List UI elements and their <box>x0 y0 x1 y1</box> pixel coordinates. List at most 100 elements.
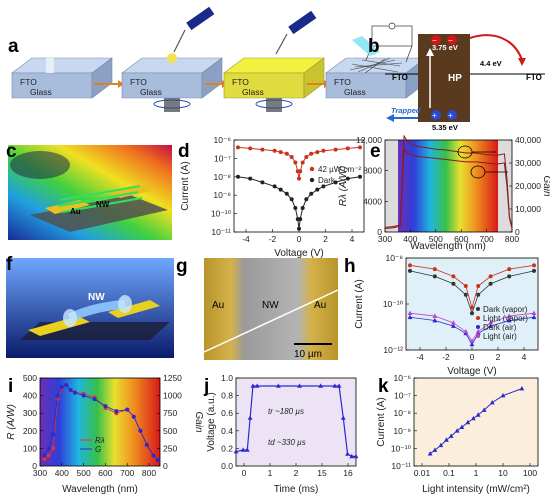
ylabel-d: Current (A) <box>180 161 191 210</box>
j-point <box>345 451 350 456</box>
i-point-1 <box>72 390 77 395</box>
h-point-3 <box>506 313 512 318</box>
i-point-1 <box>103 404 108 409</box>
h-ytick-label: 10⁻⁸ <box>385 253 403 263</box>
plot-area-j <box>235 377 357 467</box>
h-point-0 <box>532 268 536 273</box>
i-point-1 <box>138 428 143 433</box>
d-point-1 <box>297 226 301 231</box>
k-point <box>475 412 481 417</box>
i-point-1 <box>68 387 73 392</box>
panel-g: g Au NW Au 10 µm <box>176 256 339 360</box>
plot-area-k <box>413 377 539 467</box>
h-ytick-label: 10⁻¹² <box>383 345 403 355</box>
xlabel-i: Wavelength (nm) <box>62 484 138 495</box>
i-xtick-label: 400 <box>55 468 69 478</box>
e-ytick-label: 10,000 <box>515 204 541 214</box>
h-point-0 <box>476 292 481 297</box>
d-point-1 <box>260 180 265 185</box>
fto-label-1: FTO <box>20 77 37 87</box>
panel-k: k 0.01 0.1 1 10 100 10⁻⁶ 10⁻⁷ 10⁻⁸ 10⁻⁹ 10⁻¹⁰ 10⁻¹… <box>376 373 539 495</box>
nw-label-c: NW <box>96 200 110 209</box>
j-point <box>332 383 338 388</box>
hp-label: HP <box>448 73 462 84</box>
d-xtick-label: -4 <box>242 234 250 244</box>
e-xtick-label: 400 <box>403 234 417 244</box>
i-xtick-label: 800 <box>142 468 156 478</box>
h-point-2 <box>506 317 512 323</box>
i-xtick-label: 700 <box>120 468 134 478</box>
fto-label-2: FTO <box>130 77 147 87</box>
h-point-1 <box>507 267 512 272</box>
panel-label-g: g <box>176 256 188 277</box>
chart-k-marks: 0.01 0.1 1 10 100 10⁻⁶ 10⁻⁷ 10⁻⁸ 10⁻⁹ 10⁻¹⁰ 10⁻¹¹ <box>391 373 538 478</box>
j-point <box>233 449 239 454</box>
j-point <box>254 383 260 388</box>
panel-label-j: j <box>203 376 209 397</box>
i-ytick-label: 250 <box>163 443 177 453</box>
h-point-0 <box>463 292 468 297</box>
d-ytick-label: 10⁻¹¹ <box>211 227 231 237</box>
panel-a: a FTO Glass FTO Glass <box>8 6 427 112</box>
panel-j: j 0 1 2 15 16 0.0 0.2 0.4 0.6 0.8 1.0 tr ~180 µs td … <box>203 373 359 495</box>
d-point-1 <box>358 174 362 179</box>
d-point-0 <box>345 146 350 151</box>
panel-i: i 300 400 500 600 700 800 0 100 200 300 400 500 0 250… <box>6 373 204 495</box>
e-xtick-label: 800 <box>505 234 519 244</box>
i-point-0 <box>42 456 47 461</box>
d-xtick-label: -2 <box>269 234 277 244</box>
h-ytick-label: 10⁻¹⁰ <box>383 299 404 309</box>
electron-icon-2 <box>447 35 457 45</box>
e-ytick-label: 4000 <box>363 196 382 206</box>
j-annotation-decay: td ~330 µs <box>268 438 306 447</box>
k-point <box>459 424 465 430</box>
d-ytick-label: 10⁻¹⁰ <box>211 209 232 219</box>
d-legend-label-1: Dark <box>318 176 336 185</box>
i-point-1 <box>42 453 47 458</box>
i-point-1 <box>92 397 97 402</box>
ylabel-k: Current (A) <box>376 397 387 446</box>
h-point-3 <box>407 310 413 315</box>
panel-label-c: c <box>6 141 17 162</box>
i-ytick-label: 500 <box>163 426 177 436</box>
j-xtick-label: 16 <box>343 468 353 478</box>
k-point <box>481 407 487 412</box>
k-ytick-label: 10⁻¹¹ <box>391 461 411 471</box>
k-point <box>448 433 454 438</box>
h-point-3 <box>469 338 475 344</box>
d-point-0 <box>333 147 338 152</box>
k-point <box>432 447 438 452</box>
i-legend-label-0: Rλ <box>95 436 105 445</box>
k-xtick-label: 10 <box>498 468 508 478</box>
d-point-1 <box>315 187 320 192</box>
h-point-2 <box>469 341 475 347</box>
h-point-0 <box>432 274 437 279</box>
j-point <box>275 383 281 388</box>
plot-area-d <box>233 139 365 233</box>
h-legend-label-0: Dark (vapor) <box>483 305 528 314</box>
xlabel-h: Voltage (V) <box>447 366 496 377</box>
h-point-1 <box>476 284 481 289</box>
glass-label-3: Glass <box>242 87 264 97</box>
d-xtick-label: 2 <box>323 234 328 244</box>
h-point-3 <box>475 329 481 334</box>
i-ytick-label: 1000 <box>163 391 182 401</box>
i-point-1 <box>155 458 160 463</box>
d-point-1 <box>345 176 350 181</box>
ylabel-j: Voltage (a.u.) <box>206 392 217 451</box>
panel-label-d: d <box>178 141 190 162</box>
i-point-1 <box>51 432 56 437</box>
h-point-1 <box>488 274 493 279</box>
k-xtick-label: 0.01 <box>414 468 431 478</box>
panel-e: e 300 400 500 600 700 80004000800012,000010,0… <box>338 134 550 252</box>
panel-label-h: h <box>344 256 356 277</box>
d-point-1 <box>300 206 305 211</box>
d-point-1 <box>304 197 309 202</box>
e-ytick-label: 0 <box>515 227 520 237</box>
substrate-step-3: FTO Glass <box>223 10 325 112</box>
ylabel-e: Rλ (A/W) <box>338 166 349 206</box>
h-legend-marker-2 <box>476 325 480 329</box>
h-legend-marker-3 <box>476 334 480 338</box>
i-ytick-label: 750 <box>163 408 177 418</box>
